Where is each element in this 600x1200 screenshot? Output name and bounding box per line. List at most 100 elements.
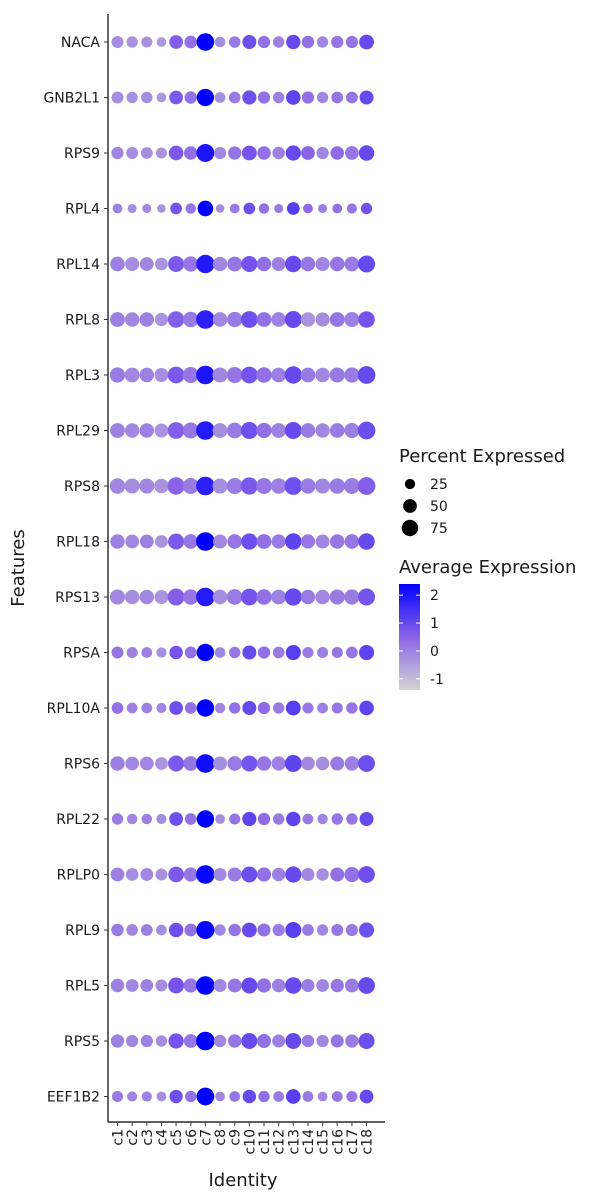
dot-rplp0-c6: [183, 867, 198, 882]
dot-rps8-c1: [109, 478, 126, 494]
dot-rpsa-c13: [285, 644, 301, 661]
dot-rpl8-c3: [139, 312, 155, 327]
dot-rpl3-c9: [226, 367, 243, 383]
dot-rpl5-c5: [168, 977, 185, 994]
y-tick-label: NACA: [61, 35, 101, 51]
dot-rpl3-c14: [300, 367, 316, 383]
dot-rps8-c13: [284, 477, 303, 495]
dot-rps13-c4: [154, 590, 169, 604]
dot-rpl4-c15: [318, 203, 328, 214]
dot-rpl29-c16: [329, 423, 345, 438]
dot-rps5-c14: [301, 1034, 315, 1048]
dot-rpl22-c13: [286, 811, 301, 827]
dot-rpl5-c10: [241, 977, 258, 994]
dot-rpl4-c10: [243, 202, 256, 215]
dot-rpl18-c12: [271, 534, 286, 549]
dot-gnb2l1-c17: [345, 91, 358, 104]
dot-naca-c15: [316, 36, 329, 48]
dot-rps8-c4: [154, 478, 169, 494]
y-tick-label: RPS8: [64, 479, 100, 495]
dot-rpl9-c18: [359, 922, 375, 938]
dot-rpl4-c14: [303, 203, 313, 214]
dot-rps13-c13: [284, 588, 302, 606]
dot-rpl3-c8: [212, 367, 228, 383]
dot-rps9-c18: [358, 145, 375, 161]
dot-gnb2l1-c12: [272, 91, 285, 104]
dot-eef1b2-c15: [317, 1091, 328, 1102]
x-tick-label: c8: [213, 1129, 229, 1146]
y-tick-label: RPS6: [64, 757, 100, 773]
dot-gnb2l1-c14: [301, 91, 315, 104]
y-tick-label: RPL10A: [47, 701, 101, 717]
dot-rpl29-c5: [167, 422, 185, 439]
dot-rpl8-c17: [344, 311, 360, 328]
dot-rpl14-c6: [183, 256, 199, 272]
dot-rps6-c15: [315, 756, 330, 771]
dot-rpl29-c7: [196, 421, 215, 440]
dot-rpl9-c11: [257, 923, 271, 937]
x-tick-label: c15: [316, 1129, 332, 1155]
dot-rps6-c2: [125, 756, 140, 771]
color-legend-label: 2: [430, 588, 439, 604]
dot-rpl18-c1: [110, 534, 125, 549]
size-legend-dot: [401, 519, 419, 537]
dot-rps8-c18: [357, 477, 376, 495]
dot-rpl8-c9: [227, 311, 243, 328]
dot-rpl4-c4: [157, 204, 166, 213]
dot-eef1b2-c18: [359, 1089, 374, 1104]
dot-rpl29-c11: [256, 422, 272, 439]
dot-rplp0-c4: [155, 868, 168, 881]
dot-rpl5-c9: [227, 978, 242, 993]
dot-rpl14-c17: [344, 256, 360, 272]
dot-rps9-c6: [184, 146, 198, 160]
dot-rpl22-c7: [196, 810, 215, 828]
dot-rpl3-c5: [167, 366, 185, 384]
dot-rpl18-c16: [330, 534, 345, 549]
dot-rpl10a-c12: [272, 702, 285, 714]
dot-rpl9-c10: [241, 922, 257, 938]
dot-rps13-c10: [240, 588, 258, 606]
dot-naca-c5: [169, 35, 183, 49]
dot-rps5-c16: [330, 1034, 344, 1048]
dot-rps13-c6: [183, 589, 199, 605]
dot-rplp0-c9: [227, 867, 242, 882]
x-tick-label: c7: [198, 1129, 214, 1146]
y-tick-label: RPL14: [56, 257, 100, 273]
dot-rps5-c2: [126, 1034, 139, 1048]
dot-rpl14-c9: [227, 256, 243, 272]
dot-rps6-c17: [344, 756, 360, 771]
dot-rpl14-c15: [315, 257, 330, 271]
dot-gnb2l1-c5: [169, 90, 183, 105]
dot-rpl8-c7: [196, 310, 215, 329]
dot-rpl9-c8: [214, 924, 226, 936]
dot-rpl4-c16: [332, 203, 343, 214]
dot-rpl3-c13: [284, 366, 302, 384]
dot-rps13-c16: [329, 589, 345, 605]
dot-rpl10a-c6: [184, 702, 197, 714]
dot-rps6-c16: [330, 756, 345, 771]
y-tick-label: RPS9: [64, 146, 100, 162]
dot-rps13-c12: [271, 589, 287, 605]
dot-rps13-c11: [256, 589, 272, 605]
dot-rps6-c5: [168, 755, 185, 772]
dot-rpl8-c11: [256, 312, 272, 327]
dot-rps13-c14: [300, 589, 316, 605]
dot-rps5-c8: [213, 1034, 227, 1048]
dot-rpl29-c15: [315, 423, 330, 438]
dot-rpl14-c4: [155, 257, 168, 271]
dot-rps8-c11: [256, 478, 272, 494]
dot-rpl3-c16: [329, 367, 345, 383]
dot-rpl10a-c8: [214, 702, 226, 714]
dot-eef1b2-c3: [141, 1091, 152, 1102]
color-legend: Average Expression -1 0 1 2: [399, 557, 576, 690]
dot-rpl9-c9: [228, 923, 241, 937]
dot-gnb2l1-c3: [141, 91, 153, 104]
dot-rpsa-c8: [214, 647, 226, 658]
dot-rpl4-c17: [346, 203, 357, 214]
y-tick-label: RPL9: [65, 923, 100, 939]
dot-rpl22-c5: [169, 812, 183, 826]
dot-rpl3-c12: [271, 367, 287, 383]
dot-gnb2l1-c1: [111, 91, 124, 104]
dot-rpsa-c16: [331, 646, 343, 659]
dot-rpl22-c15: [317, 813, 328, 825]
